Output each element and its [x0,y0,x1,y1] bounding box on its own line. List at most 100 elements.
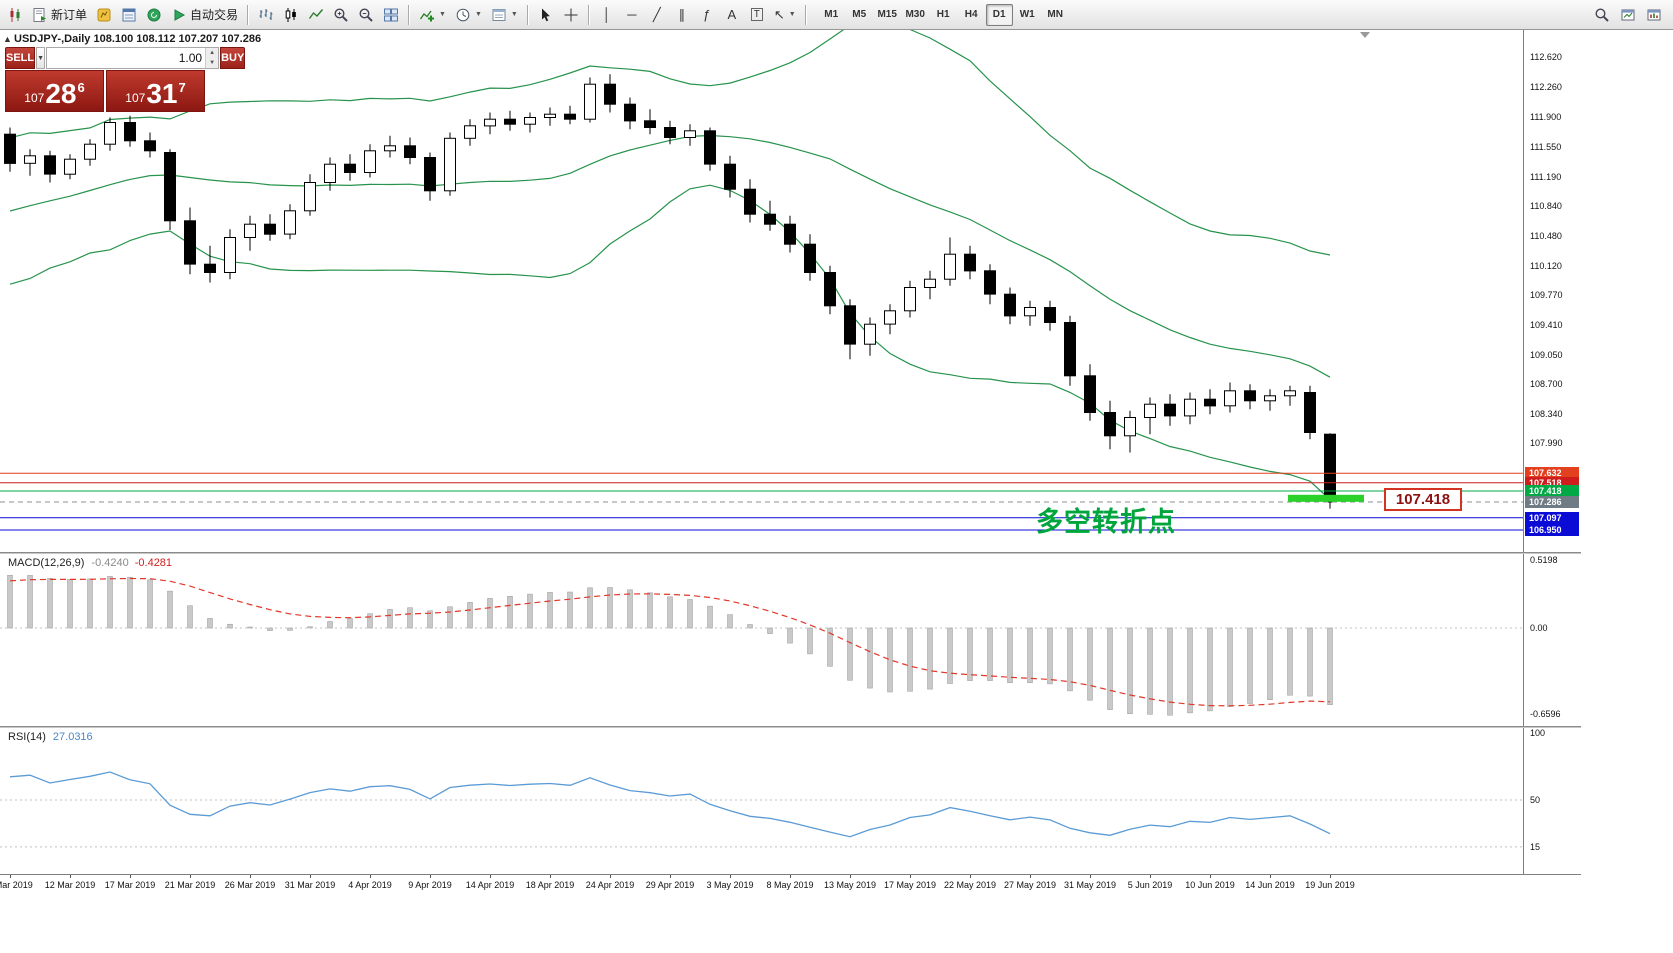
timeframe-h4-button[interactable]: H4 [958,4,985,26]
volume-input[interactable] [47,48,206,68]
timeframe-mn-button[interactable]: MN [1042,4,1069,26]
date-tick [10,875,11,878]
turning-point-annotation[interactable]: 多空转折点 [1036,507,1176,537]
crosshair-icon [564,8,578,21]
search-icon [1595,7,1609,22]
trendline-button[interactable]: ╱ [645,3,669,27]
zoom-in-button[interactable] [329,3,353,27]
trendline-icon: ╱ [652,7,661,22]
clock-icon [456,8,470,21]
panel-splitter[interactable] [0,726,1581,728]
timeframe-d1-button[interactable]: D1 [985,3,1013,26]
line-chart-button[interactable] [304,3,328,27]
candle [24,149,36,176]
vertical-line-button[interactable]: │ [595,3,619,27]
indicators-icon [419,10,435,21]
buy-price-button[interactable]: 107 31 7 [106,70,205,112]
text-button[interactable]: A [720,3,744,27]
fibonacci-button[interactable]: ƒ [695,3,719,27]
bar-chart-button[interactable] [254,3,278,27]
sell-price-prefix: 107 [24,91,45,105]
date-tick [250,875,251,878]
cursor-button[interactable] [534,3,558,27]
chart-shift-marker-icon[interactable] [1360,32,1370,38]
rsi-scale-50: 50 [1530,795,1541,805]
new-order-button[interactable]: 新订单 [28,3,91,27]
date-tick [430,875,431,878]
candle [104,117,116,151]
candle [44,150,56,183]
price-callout-label[interactable]: 107.418 [1384,488,1462,511]
price-axis-label: 107.990 [1530,438,1563,448]
macd-signal-line [9,577,1331,707]
candle [1104,400,1116,450]
crosshair-button[interactable] [559,3,583,27]
channel-button[interactable]: ∥ [670,3,694,27]
one-click-trading-panel: SELL ▼ ▲ ▼ BUY 107 28 6 107 31 7 [5,47,246,112]
candle [204,245,216,283]
buy-price-prefix: 107 [125,91,146,105]
price-axis-label: 109.410 [1530,320,1563,330]
zoom-out-icon [359,7,373,22]
candle [124,115,136,147]
horizontal-line-button[interactable]: ─ [620,3,644,27]
macd-scale-zero: 0.00 [1530,623,1548,633]
zoom-out-button[interactable] [354,3,378,27]
candle [304,174,316,216]
timeframe-m5-button[interactable]: M5 [846,4,873,26]
macd-panel-canvas [0,554,1523,726]
candle [944,237,956,286]
tile-windows-button[interactable] [379,3,403,27]
report-window-icon [1647,9,1661,20]
arrows-dropdown-button[interactable]: ↖ ▼ [770,3,800,27]
search-button[interactable] [1590,3,1614,27]
date-label: 17 Mar 2019 [104,880,156,890]
periods-button[interactable]: ▼ [451,3,486,27]
price-axis-label: 111.550 [1530,142,1562,152]
mql5-community-button[interactable] [142,3,166,27]
buy-button[interactable]: BUY [220,47,246,69]
price-axis[interactable]: 112.620 112.260 111.900 111.550 111.190 110.8… [1523,30,1581,894]
timeframe-h1-button[interactable]: H1 [930,4,957,26]
report-window-button[interactable] [1642,3,1666,27]
order-type-dropdown[interactable]: ▼ [36,47,46,69]
panel-splitter[interactable] [0,552,1581,554]
macd-main-value: -0.4240 [91,557,129,569]
volume-up-button[interactable]: ▲ [206,48,219,58]
date-axis[interactable]: 7 Mar 2019 12 Mar 2019 17 Mar 2019 21 Mar 2… [0,874,1581,894]
date-tick [310,875,311,878]
price-axis-label: 111.190 [1530,172,1562,182]
date-tick [1090,875,1091,878]
text-label-button[interactable]: T [745,3,769,27]
date-tick [790,875,791,878]
candle [1024,300,1036,326]
autotrading-button[interactable]: 自动交易 [167,3,242,27]
timeframe-w1-button[interactable]: W1 [1014,4,1041,26]
support-highlight-bar[interactable] [1288,494,1364,502]
templates-button[interactable]: ▼ [487,3,522,27]
candle [864,317,876,356]
timeframe-m15-button[interactable]: M15 [874,4,901,26]
bollinger-middle-band [9,134,1331,378]
timeframe-m1-button[interactable]: M1 [818,4,845,26]
candle [964,245,976,280]
data-window-button[interactable] [117,3,141,27]
sell-button[interactable]: SELL [5,47,36,69]
date-label: 27 May 2019 [1003,880,1057,890]
new-chart-button[interactable] [3,3,27,27]
timeframe-m30-button[interactable]: M30 [902,4,929,26]
price-chart-canvas[interactable] [0,30,1523,552]
date-label: 4 Apr 2019 [348,880,392,890]
date-tick [610,875,611,878]
sell-price-button[interactable]: 107 28 6 [5,70,104,112]
metaeditor-button[interactable] [92,3,116,27]
indicators-button[interactable]: ▼ [415,3,450,27]
candlestick-chart-button[interactable] [279,3,303,27]
candle [184,207,196,275]
tile-windows-icon [384,8,399,21]
chart-window-button[interactable] [1616,3,1640,27]
volume-down-button[interactable]: ▼ [206,58,219,68]
date-label: 10 Jun 2019 [1185,880,1235,890]
candles-icon [10,7,20,22]
